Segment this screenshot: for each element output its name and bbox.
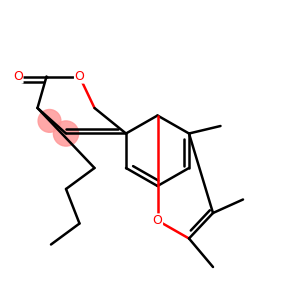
Circle shape [53, 121, 79, 146]
Text: O: O [153, 214, 162, 227]
Text: O: O [75, 70, 84, 83]
Circle shape [38, 110, 61, 132]
Text: O: O [13, 70, 23, 83]
